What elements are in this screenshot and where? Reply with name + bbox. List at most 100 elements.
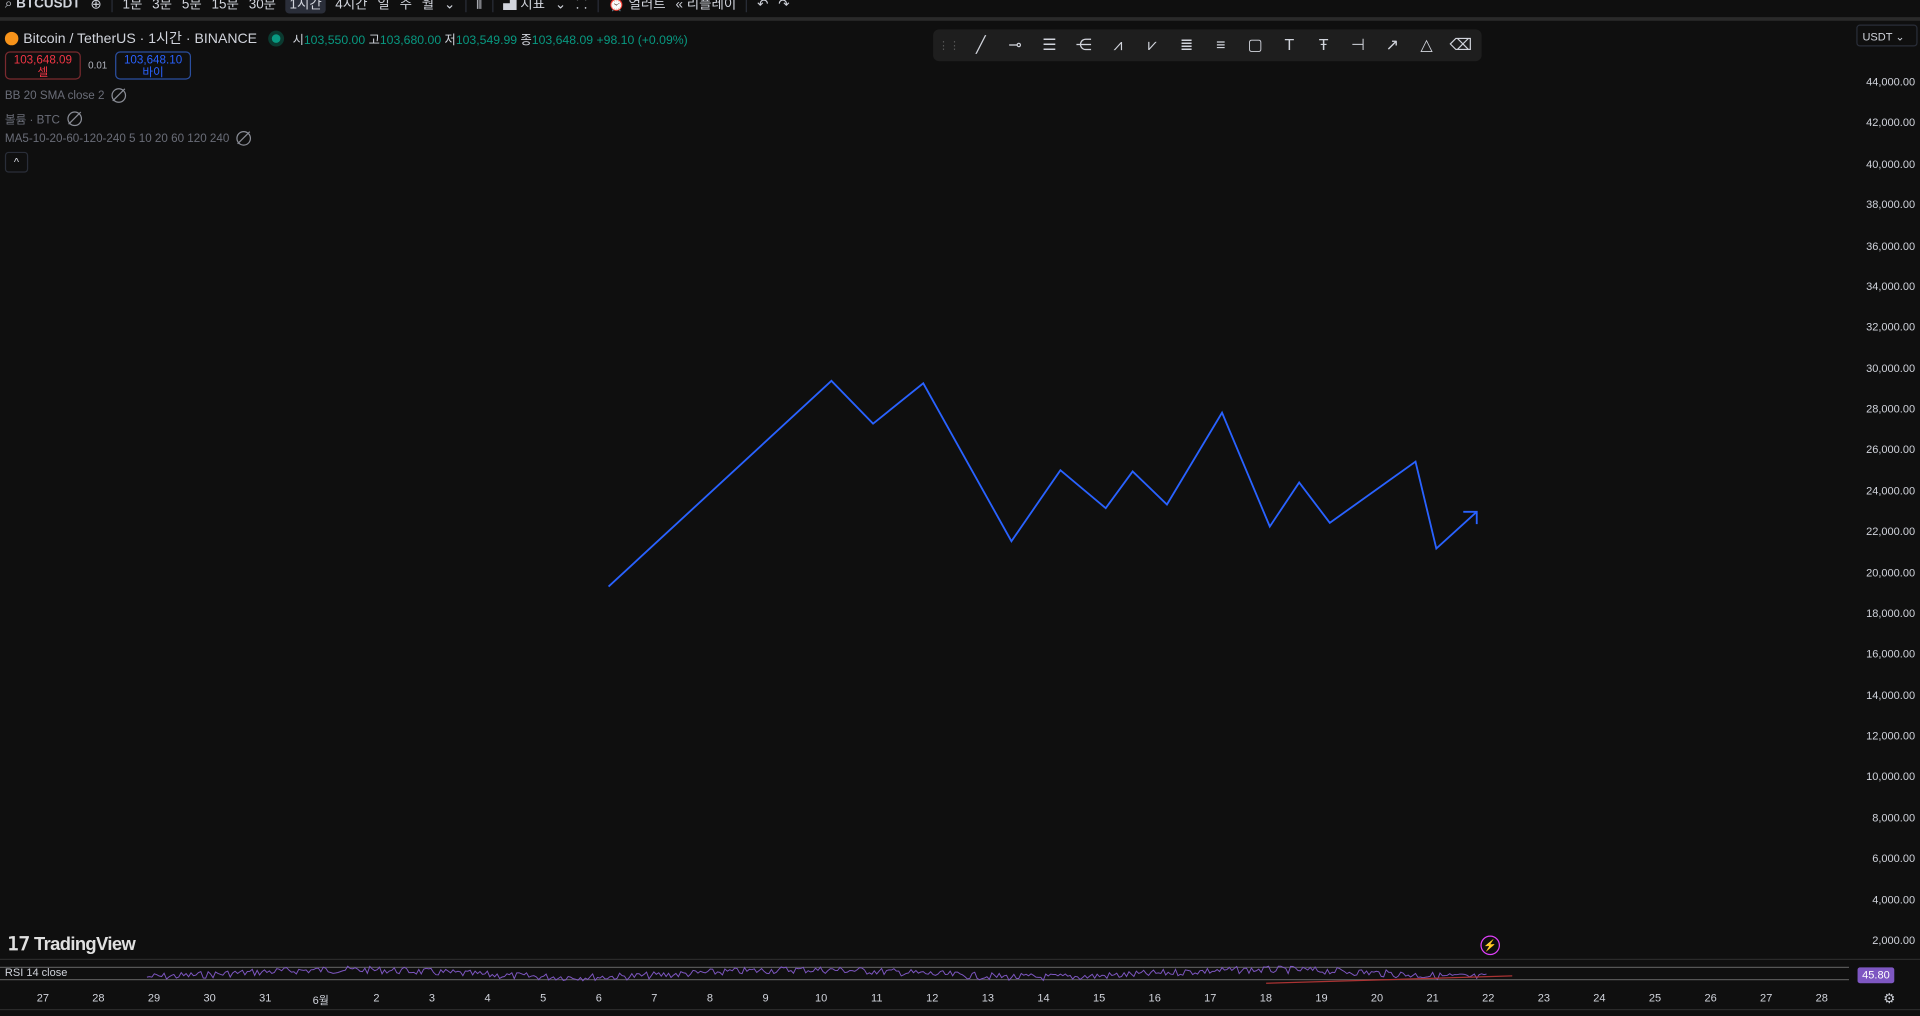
- candle-type-icon[interactable]: ⫼: [476, 0, 483, 11]
- interval-1m[interactable]: 1분: [122, 0, 143, 13]
- interval-1h[interactable]: 1시간: [285, 0, 326, 14]
- eye-hidden-icon[interactable]: [236, 131, 252, 146]
- sell-button[interactable]: 103,648.09 셀: [4, 51, 81, 80]
- interval-5m[interactable]: 5분: [181, 0, 202, 13]
- interval-3m[interactable]: 3분: [152, 0, 173, 13]
- date-label: 7: [651, 991, 658, 1005]
- alert-button[interactable]: ⏰ 얼러트: [607, 0, 666, 13]
- date-label: 6월: [312, 994, 329, 1007]
- add-symbol-button[interactable]: ⊕: [90, 0, 102, 12]
- interval-day[interactable]: 일: [377, 0, 390, 13]
- price-label: 44,000.00: [1866, 75, 1916, 89]
- pitchfork-icon[interactable]: ⋲: [1075, 35, 1092, 54]
- indicator-ma[interactable]: MA5-10-20-60-120-240 5 10 20 60 120 240: [5, 131, 252, 146]
- market-open-icon: [271, 33, 281, 43]
- trend-line-icon[interactable]: ╱: [976, 35, 986, 54]
- path-drawing[interactable]: [607, 379, 1478, 588]
- price-label: 14,000.00: [1866, 689, 1916, 702]
- symbol-title[interactable]: Bitcoin / TetherUS · 1시간 · BINANCE: [23, 31, 258, 47]
- price-label: 38,000.00: [1866, 198, 1916, 211]
- price-label: 6,000.00: [1872, 852, 1916, 865]
- undo-icon[interactable]: ↶: [757, 0, 769, 12]
- arrow-head-icon: [1463, 510, 1478, 525]
- symbol-search[interactable]: ⌕ BTCUSDT: [4, 0, 81, 11]
- interval-15m[interactable]: 15분: [211, 0, 239, 13]
- interval-month[interactable]: 월: [421, 0, 435, 13]
- price-label: 10,000.00: [1866, 770, 1916, 784]
- date-label: 10: [815, 991, 828, 1005]
- price-label: 12,000.00: [1866, 729, 1916, 743]
- spread: 0.01: [88, 60, 108, 72]
- date-label: 11: [871, 991, 883, 1005]
- volume-profile-icon[interactable]: ⊣: [1351, 35, 1365, 54]
- date-label: 9: [762, 991, 769, 1005]
- anchored-text-icon[interactable]: Ŧ: [1318, 35, 1329, 54]
- date-label: 22: [1482, 991, 1495, 1005]
- eye-hidden-icon[interactable]: [111, 88, 127, 103]
- abcd-pattern-icon[interactable]: ⩗: [1147, 35, 1157, 54]
- fib-retracement-icon[interactable]: ≣: [1179, 35, 1194, 54]
- top-toolbar: ⌕ BTCUSDT ⊕ 1분 3분 5분 15분 30분 1시간 4시간 일 주…: [0, 0, 1920, 17]
- ohlc-values: 시103,550.00 고103,680.00 저103,549.99 종103…: [292, 33, 688, 48]
- price-label: 22,000.00: [1866, 525, 1916, 538]
- date-label: 28: [1815, 991, 1828, 1005]
- price-label: 32,000.00: [1866, 321, 1916, 334]
- horizontal-ray-icon[interactable]: ⊸: [1008, 35, 1022, 54]
- divider: [0, 1008, 1920, 1011]
- rectangle-icon[interactable]: ▢: [1247, 35, 1263, 54]
- price-label: 24,000.00: [1866, 484, 1916, 497]
- rsi-value-badge: 45.80: [1857, 967, 1895, 984]
- indicator-volume[interactable]: 볼륨 · BTC: [5, 110, 82, 127]
- price-label: 18,000.00: [1866, 607, 1916, 620]
- drag-handle-icon[interactable]: ⋮⋮: [937, 38, 961, 51]
- date-label: 31: [259, 991, 272, 1005]
- buy-button[interactable]: 103,648.10 바이: [115, 51, 192, 80]
- buy-label: 바이: [142, 66, 164, 80]
- eraser-icon[interactable]: ⌫: [1449, 35, 1473, 54]
- parallel-channel-icon[interactable]: ☰: [1042, 35, 1057, 54]
- divider: [746, 0, 748, 13]
- date-label: 21: [1426, 991, 1439, 1005]
- fib-extension-icon[interactable]: ≡: [1216, 35, 1226, 54]
- date-label: 30: [203, 991, 216, 1005]
- templates-icon[interactable]: ⸬: [575, 0, 588, 12]
- date-label: 2: [373, 991, 380, 1005]
- tradingview-logo[interactable]: 𝟣𝟩 TradingView: [7, 934, 136, 956]
- date-label: 15: [1092, 991, 1106, 1005]
- chevron-down-icon[interactable]: ⌄: [443, 0, 456, 12]
- gear-icon[interactable]: ⚙: [1883, 991, 1896, 1007]
- interval-30m[interactable]: 30분: [248, 0, 277, 13]
- price-label: 30,000.00: [1866, 362, 1916, 375]
- text-icon[interactable]: T: [1284, 35, 1295, 54]
- divider: [596, 0, 599, 13]
- replay-button[interactable]: « 리플레이: [675, 0, 737, 13]
- rsi-label[interactable]: RSI 14 close: [4, 966, 68, 979]
- price-label: 2,000.00: [1872, 934, 1916, 947]
- elliott-wave-icon[interactable]: ⩘: [1113, 35, 1123, 54]
- indicator-bb[interactable]: BB 20 SMA close 2: [5, 88, 127, 103]
- toolbar-divider: [0, 17, 1920, 21]
- date-label: 6: [595, 991, 602, 1005]
- redo-icon[interactable]: ↷: [778, 0, 790, 12]
- date-label: 13: [981, 991, 995, 1005]
- lightning-icon[interactable]: ⚡: [1480, 935, 1501, 956]
- interval-4h[interactable]: 4시간: [335, 0, 368, 13]
- date-label: 27: [1760, 991, 1773, 1005]
- chevron-down-icon[interactable]: ⌄: [554, 0, 567, 12]
- date-label: 17: [1204, 991, 1217, 1005]
- sell-price: 103,648.09: [13, 53, 72, 68]
- triangle-icon[interactable]: △: [1420, 35, 1433, 54]
- interval-week[interactable]: 주: [399, 0, 412, 13]
- indicators-button[interactable]: ▟ 지표: [503, 0, 546, 13]
- date-label: 12: [926, 991, 939, 1005]
- collapse-legend-button[interactable]: ^: [4, 151, 29, 173]
- eye-hidden-icon[interactable]: [67, 111, 82, 127]
- price-label: 40,000.00: [1866, 157, 1916, 170]
- divider: [492, 0, 494, 13]
- price-label: 36,000.00: [1866, 239, 1916, 252]
- path-icon[interactable]: ↗: [1385, 35, 1399, 54]
- price-label: 20,000.00: [1866, 566, 1916, 579]
- currency-select[interactable]: USDT ⌄: [1856, 24, 1918, 47]
